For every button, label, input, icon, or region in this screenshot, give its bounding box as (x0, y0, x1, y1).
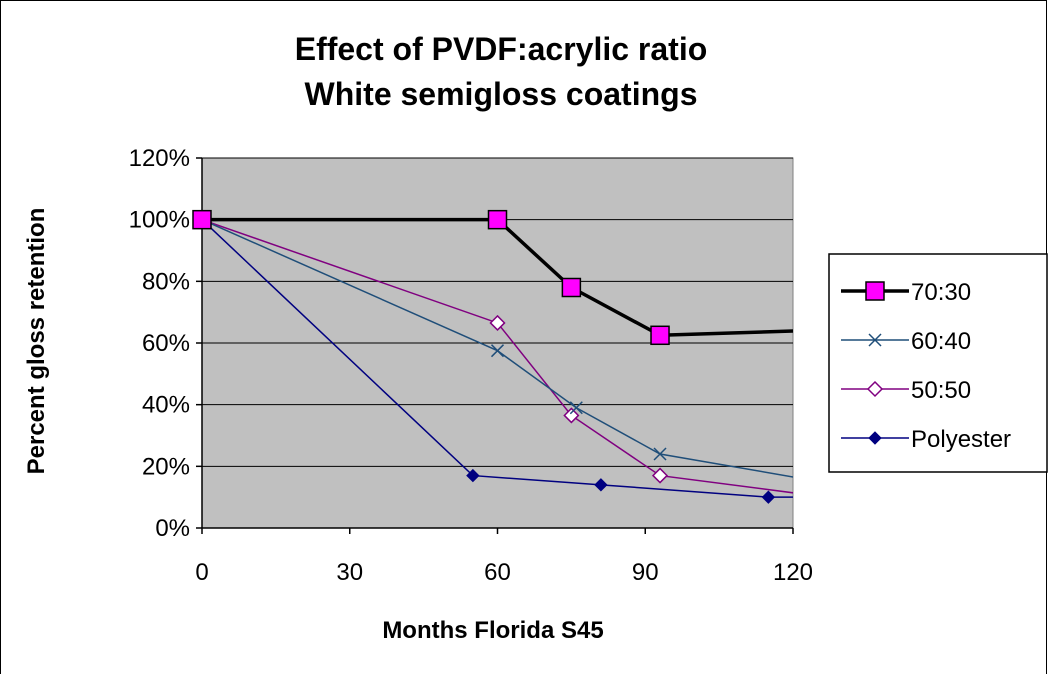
data-point (761, 490, 776, 504)
legend-label: Polyester (911, 426, 1011, 453)
data-point (594, 478, 608, 492)
x-marker-stroke (653, 447, 667, 461)
y-tick-label: 100% (129, 207, 190, 234)
y-tick-label: 80% (142, 268, 190, 295)
legend-label: 50:50 (911, 377, 971, 404)
data-point (650, 325, 670, 346)
x-tick-label: 90 (632, 559, 659, 586)
legend: 70:30 60:40 50:50 Polyester (828, 253, 1048, 473)
legend-marker (868, 333, 882, 347)
data-point (561, 277, 582, 298)
x-tick-labels: 0 30 60 90 120 (195, 559, 813, 586)
x-marker-stroke (868, 333, 882, 347)
y-tick-label: 60% (142, 330, 190, 357)
legend-marker (865, 281, 885, 301)
x-marker-stroke (490, 344, 505, 358)
legend-item-60:40: 60:40 (841, 328, 971, 355)
series-70:30 (192, 209, 793, 346)
data-point (490, 344, 505, 358)
y-tick-label: 0% (155, 515, 190, 542)
legend-marker (868, 431, 882, 445)
data-point (192, 209, 212, 230)
x-axis-title: Months Florida S45 (382, 617, 603, 644)
x-marker-stroke (569, 401, 583, 415)
x-tick-label: 30 (336, 559, 363, 586)
y-tick-label: 120% (129, 145, 190, 172)
legend-item-70:30: 70:30 (841, 279, 971, 306)
y-tick-labels: 0% 20% 40% 60% 80% 100% 120% (129, 145, 190, 542)
data-point (487, 209, 508, 230)
x-tick-label: 60 (484, 559, 511, 586)
series-group (192, 209, 793, 504)
data-point (563, 407, 580, 424)
y-tick-label: 40% (142, 392, 190, 419)
data-point (653, 447, 667, 461)
chart-subtitle: White semigloss coatings (305, 76, 698, 112)
legend-label: 60:40 (911, 328, 971, 355)
data-point (466, 468, 480, 483)
y-tick-label: 20% (142, 453, 190, 480)
data-point (651, 467, 669, 484)
data-point (489, 314, 506, 332)
legend-marker (866, 380, 884, 398)
legend-item-Polyester: Polyester (841, 426, 1011, 453)
legend-label: 70:30 (911, 279, 971, 306)
x-tick-label: 120 (773, 559, 813, 586)
legend-item-50:50: 50:50 (841, 377, 971, 404)
x-tick-label: 0 (195, 559, 208, 586)
data-point (569, 401, 583, 415)
chart-title: Effect of PVDF:acrylic ratio (295, 31, 708, 67)
y-axis-title: Percent gloss retention (23, 208, 50, 475)
